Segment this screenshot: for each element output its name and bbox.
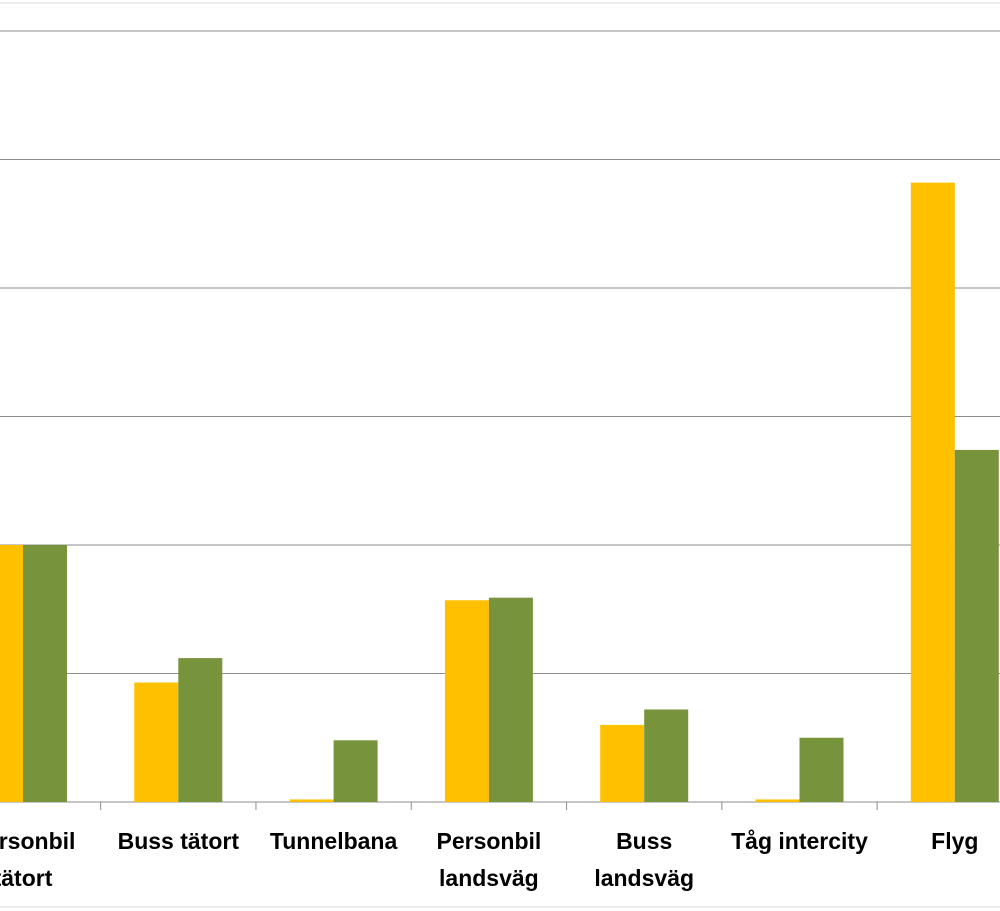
bar: [23, 545, 67, 802]
x-tick-label: Tunnelbana: [270, 828, 398, 854]
x-tick-label: Tåg intercity: [731, 828, 868, 854]
x-tick-label: Flyg: [931, 828, 978, 854]
bar: [178, 658, 223, 802]
x-tick-label: Personbil landsväg: [436, 828, 541, 891]
bar: [488, 597, 533, 802]
bar: [444, 600, 489, 802]
bar: [600, 724, 645, 802]
bar: [799, 737, 844, 802]
x-tick-label: Buss landsväg: [594, 828, 694, 891]
bar: [910, 182, 955, 802]
bar: [289, 799, 334, 802]
bar: [644, 709, 689, 802]
x-tick-label: Personbiltätort: [0, 828, 75, 891]
bar: [0, 545, 23, 802]
bar: [134, 682, 179, 802]
bar: [755, 799, 800, 802]
bar: [954, 449, 999, 802]
x-tick-label: Buss tätort: [118, 828, 240, 854]
bar: [333, 740, 378, 802]
